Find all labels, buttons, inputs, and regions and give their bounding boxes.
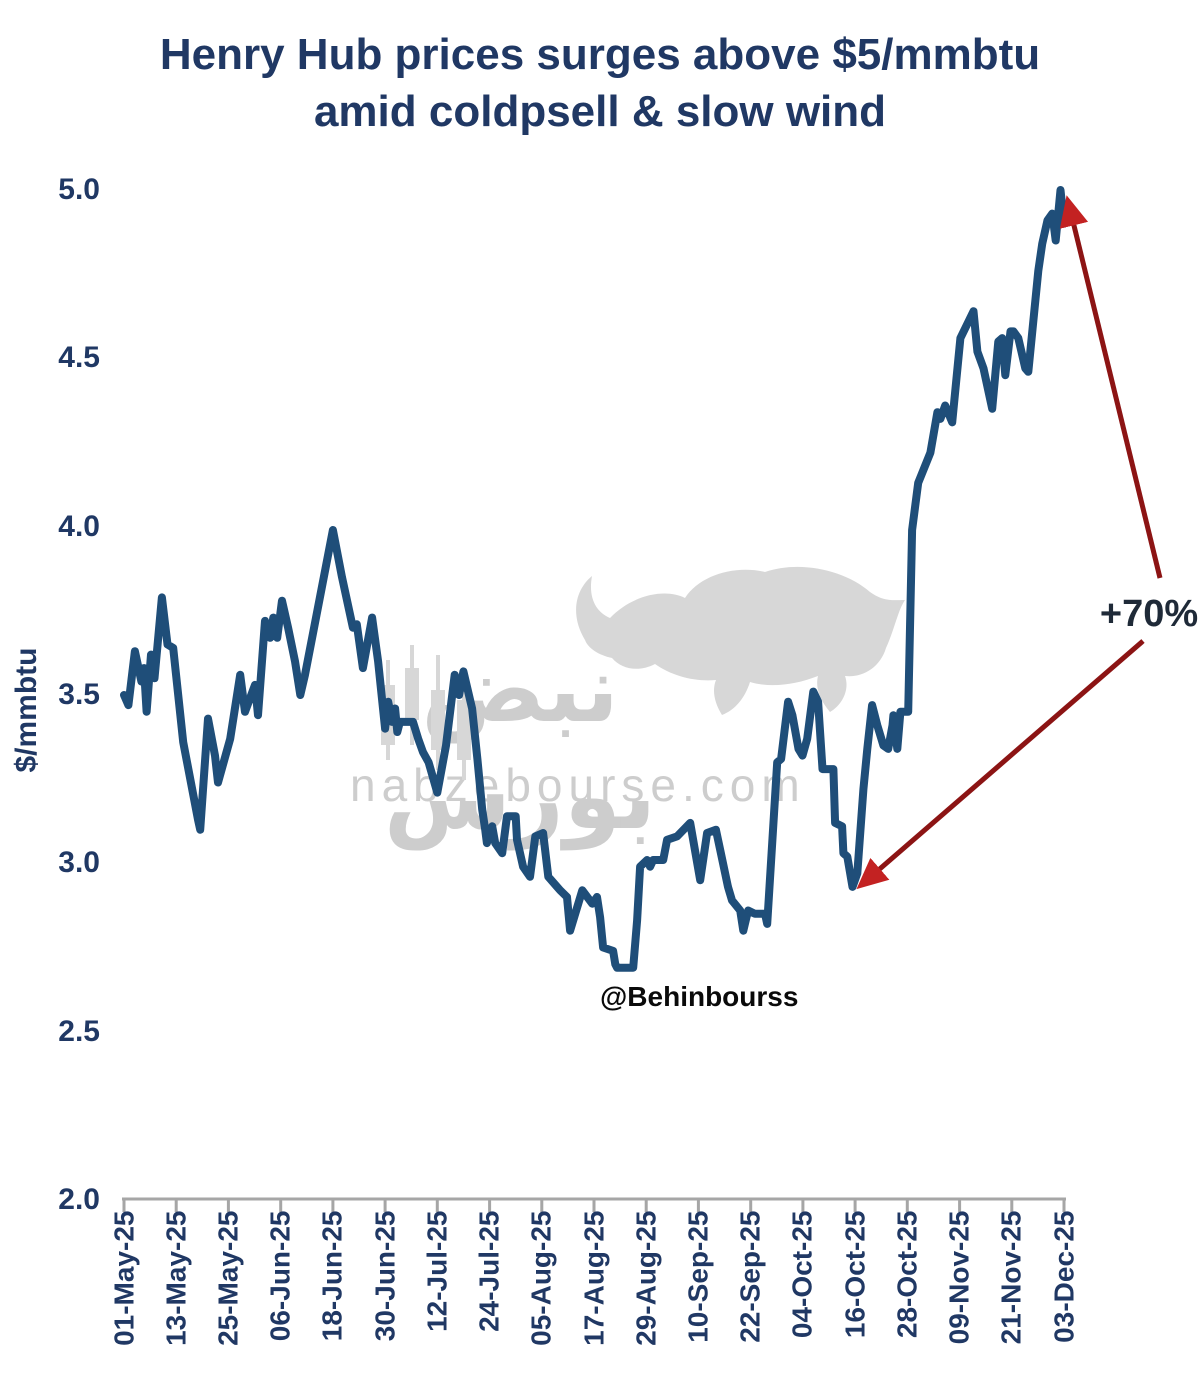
x-tick-label: 18-Jun-25 <box>316 1210 348 1341</box>
watermark-url-text: nabzebourse.com <box>350 759 806 811</box>
y-tick-label: 5.0 <box>58 173 100 206</box>
x-tick-label: 25-May-25 <box>212 1210 244 1346</box>
credit-handle: @Behinbourss <box>600 981 799 1012</box>
y-tick-label: 4.0 <box>58 509 100 543</box>
x-tick-label: 06-Jun-25 <box>264 1210 296 1341</box>
x-tick-label: 30-Jun-25 <box>369 1210 401 1341</box>
arrow-to-peak-icon <box>1059 195 1163 579</box>
chart-title-line2: amid coldpsell & slow wind <box>313 87 887 136</box>
x-tick-label: 10-Sep-25 <box>682 1210 714 1343</box>
gain-annotation-label: +70% <box>1099 593 1199 635</box>
x-tick-label: 05-Aug-25 <box>525 1210 557 1346</box>
y-tick-label: 3.5 <box>58 678 100 711</box>
x-tick-label: 04-Oct-25 <box>786 1210 818 1338</box>
watermark-brand-text: نبض بورس <box>383 636 657 850</box>
x-tick-label: 09-Nov-25 <box>943 1210 975 1344</box>
x-tick-label: 01-May-25 <box>108 1210 139 1346</box>
price-line-series <box>120 186 1068 972</box>
x-tick-label: 29-Aug-25 <box>630 1210 662 1346</box>
x-tick-label: 17-Aug-25 <box>578 1210 609 1346</box>
y-tick-label: 4.5 <box>58 341 100 375</box>
x-tick-label: 12-Jul-25 <box>421 1210 453 1332</box>
y-tick-label: 3.0 <box>58 846 100 880</box>
y-tick-label: 2.5 <box>58 1014 100 1048</box>
x-tick-label: 22-Sep-25 <box>734 1210 766 1343</box>
x-tick-label: 21-Nov-25 <box>995 1210 1027 1344</box>
x-tick-label: 16-Oct-25 <box>839 1210 871 1338</box>
change-annotation-arrows <box>856 195 1163 890</box>
y-tick-label: 2.0 <box>58 1183 100 1216</box>
x-tick-label: 24-Jul-25 <box>473 1210 505 1332</box>
chart-title-line1: Henry Hub prices surges above $5/mmbtu <box>159 30 1041 79</box>
x-tick-label: 03-Dec-25 <box>1048 1210 1079 1343</box>
arrow-to-low-icon <box>856 639 1145 890</box>
chart-title: Henry Hub prices surges above $5/mmbtu a… <box>0 26 1200 140</box>
x-tick-label: 28-Oct-25 <box>891 1210 923 1338</box>
x-tick-label: 13-May-25 <box>160 1210 192 1346</box>
